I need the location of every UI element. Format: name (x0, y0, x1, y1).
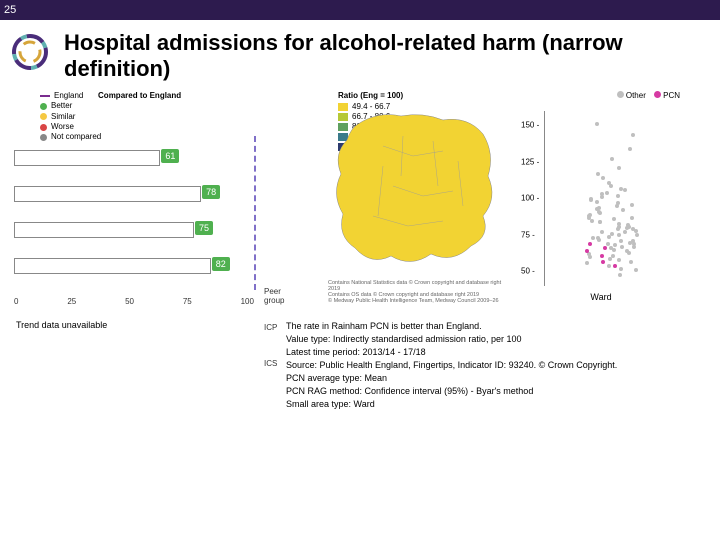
org-logo (10, 32, 50, 72)
bar-value: 61 (161, 149, 179, 163)
bar-ylabel: ICP (264, 323, 277, 332)
other-point (617, 233, 621, 237)
map-panel: Ratio (Eng = 100) 49.4 - 66.766.7 - 80.6… (268, 91, 508, 306)
trend-note: Trend data unavailable (16, 320, 186, 411)
other-point (610, 157, 614, 161)
other-point (629, 260, 633, 264)
legend-dot (40, 124, 47, 131)
legend-dot (40, 134, 47, 141)
other-point (631, 133, 635, 137)
other-point (617, 222, 621, 226)
page-title: Hospital admissions for alcohol-related … (64, 30, 624, 83)
legend-dot (40, 103, 47, 110)
bar-legend: England Compared to England BetterSimila… (40, 91, 181, 143)
pcn-point (600, 254, 604, 258)
other-point (600, 230, 604, 234)
other-point (595, 122, 599, 126)
other-point (595, 200, 599, 204)
y-tick: 50 - (521, 267, 535, 276)
strip-legend: Other PCN (617, 91, 680, 100)
other-point (588, 213, 592, 217)
other-point (596, 236, 600, 240)
header: Hospital admissions for alcohol-related … (0, 20, 720, 91)
bars-area: 61 78 75 82 (14, 143, 254, 288)
other-point (630, 203, 634, 207)
other-point (590, 219, 594, 223)
h-bar: 78 (14, 186, 201, 202)
other-point (621, 208, 625, 212)
h-bar: 75 (14, 222, 194, 238)
x-axis: 0255075100 (14, 297, 254, 306)
other-point (596, 172, 600, 176)
strip-legend-dot (617, 91, 624, 98)
other-point (623, 188, 627, 192)
footer: Trend data unavailable The rate in Rainh… (0, 306, 720, 411)
bar-chart: England Compared to England BetterSimila… (10, 91, 260, 306)
other-point (628, 147, 632, 151)
bar-value: 82 (212, 257, 230, 271)
choropleth-map (323, 106, 503, 276)
other-point (613, 243, 617, 247)
other-point (607, 264, 611, 268)
map-attribution: Contains National Statistics data © Crow… (328, 280, 508, 304)
legend-dot (40, 113, 47, 120)
other-point (626, 223, 630, 227)
metadata: The rate in Rainham PCN is better than E… (286, 320, 617, 411)
other-point (631, 239, 635, 243)
other-point (619, 187, 623, 191)
other-point (623, 230, 627, 234)
other-point (616, 201, 620, 205)
strip-plot: 50 -75 -100 -125 -150 - (544, 111, 668, 286)
bar-ylabel: ICS (264, 359, 277, 368)
other-point (634, 268, 638, 272)
other-point (601, 176, 605, 180)
other-point (616, 194, 620, 198)
bar-ylabel: Peer group (264, 287, 284, 305)
england-reference-line (254, 136, 256, 290)
other-point (589, 197, 593, 201)
strip-plot-panel: Other PCN 50 -75 -100 -125 -150 - Ward (516, 91, 686, 306)
content-row: England Compared to England BetterSimila… (0, 91, 720, 306)
other-point (619, 239, 623, 243)
other-point (610, 232, 614, 236)
other-point (635, 233, 639, 237)
strip-xlabel: Ward (590, 292, 611, 302)
bar-value: 78 (202, 185, 220, 199)
other-point (612, 217, 616, 221)
pcn-point (588, 242, 592, 246)
y-tick: 125 - (521, 157, 539, 166)
y-tick: 150 - (521, 121, 539, 130)
y-tick: 100 - (521, 194, 539, 203)
other-point (630, 216, 634, 220)
other-point (607, 181, 611, 185)
other-point (619, 267, 623, 271)
other-point (617, 166, 621, 170)
other-point (598, 220, 602, 224)
y-tick: 75 - (521, 230, 535, 239)
other-point (585, 261, 589, 265)
pcn-point (613, 264, 617, 268)
other-point (591, 236, 595, 240)
other-point (605, 191, 609, 195)
h-bar: 61 (14, 150, 160, 166)
bar-value: 75 (195, 221, 213, 235)
other-point (618, 273, 622, 277)
other-point (617, 258, 621, 262)
pcn-point (603, 246, 607, 250)
topbar: 25 (0, 0, 720, 20)
page-number: 25 (0, 4, 16, 16)
other-point (620, 245, 624, 249)
strip-legend-dot (654, 91, 661, 98)
other-point (611, 254, 615, 258)
h-bar: 82 (14, 258, 211, 274)
other-point (597, 206, 601, 210)
england-line-key (40, 95, 50, 97)
pcn-point (601, 260, 605, 264)
